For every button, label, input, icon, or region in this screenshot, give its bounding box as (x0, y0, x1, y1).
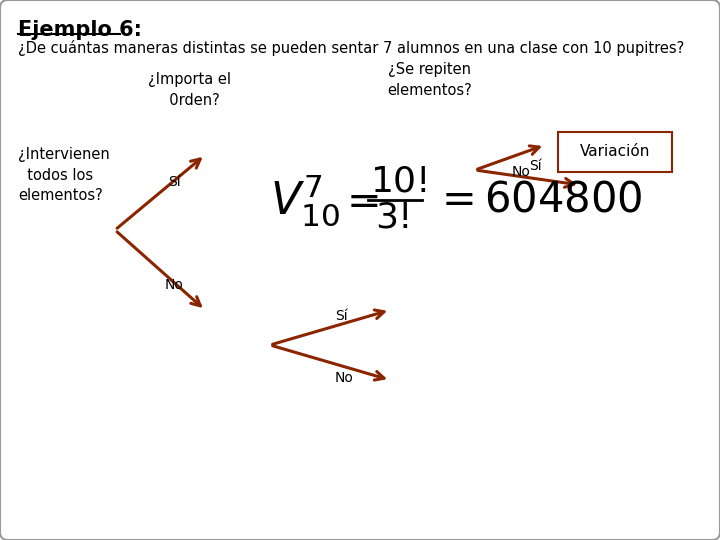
Text: ¿Intervienen
  todos los
elementos?: ¿Intervienen todos los elementos? (18, 146, 109, 204)
Text: Ejemplo 6:: Ejemplo 6: (18, 20, 142, 40)
Text: ¿De cuántas maneras distintas se pueden sentar 7 alumnos en una clase con 10 pup: ¿De cuántas maneras distintas se pueden … (18, 40, 684, 56)
Text: No: No (335, 370, 354, 384)
Text: $V_{10}^{7}$: $V_{10}^{7}$ (270, 172, 340, 228)
Text: Sí: Sí (168, 174, 181, 188)
Text: $3!$: $3!$ (375, 201, 409, 235)
Text: No: No (165, 278, 184, 292)
Text: $=$: $=$ (338, 179, 379, 221)
Text: Variación: Variación (580, 145, 650, 159)
Text: ¿Importa el
  0rden?: ¿Importa el 0rden? (148, 72, 232, 108)
FancyBboxPatch shape (558, 132, 672, 172)
Text: Sí: Sí (529, 159, 542, 172)
Text: $10!$: $10!$ (370, 165, 427, 199)
Text: ¿Se repiten
elementos?: ¿Se repiten elementos? (387, 62, 472, 98)
Text: No: No (512, 165, 531, 179)
Text: $= 604800$: $= 604800$ (433, 179, 642, 221)
Text: Sí: Sí (335, 308, 348, 322)
